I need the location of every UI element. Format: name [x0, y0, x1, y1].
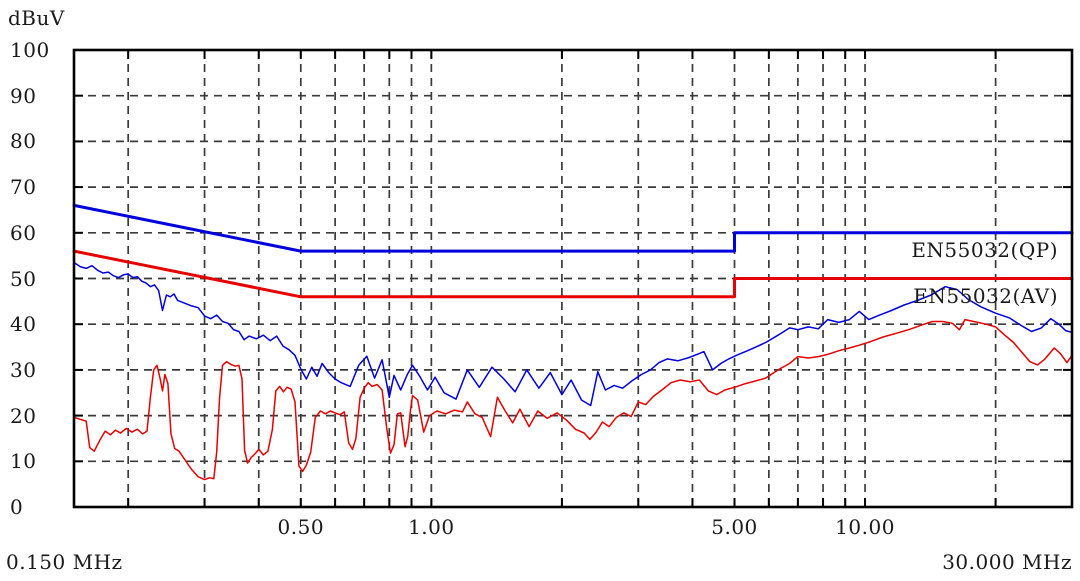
x-tick-label: 5.00	[711, 515, 758, 539]
limit-line-av	[72, 249, 1074, 299]
x-tick-label: 1.00	[408, 515, 455, 539]
limit-line-qp	[72, 203, 1074, 253]
trace-qp	[73, 261, 1073, 407]
plot-border	[72, 48, 1074, 509]
y-tick-label: 0	[10, 495, 24, 519]
legend-label-en55032-qp: EN55032(QP)	[911, 238, 1058, 262]
y-tick-label: 30	[10, 357, 37, 382]
x-axis-end-label: 30.000 MHz	[942, 550, 1072, 574]
x-tick-label: 0.50	[277, 515, 325, 539]
y-tick-label: 90	[10, 83, 37, 108]
y-tick-label: 10	[10, 449, 37, 474]
y-tick-label: 50	[10, 266, 37, 291]
y-tick-label: 70	[10, 175, 37, 200]
x-axis-start-label: 0.150 MHz	[6, 550, 123, 574]
y-tick-label: 60	[10, 220, 37, 245]
y-tick-label: 80	[10, 129, 37, 154]
trace-av	[73, 318, 1073, 481]
x-tick-label: 10.00	[835, 515, 895, 539]
y-tick-label: 20	[10, 403, 37, 428]
y-tick-label: 100	[10, 38, 50, 62]
y-tick-label: 40	[10, 312, 37, 337]
y-axis-unit-label: dBuV	[8, 6, 65, 30]
legend-label-en55032-av: EN55032(AV)	[913, 284, 1058, 308]
